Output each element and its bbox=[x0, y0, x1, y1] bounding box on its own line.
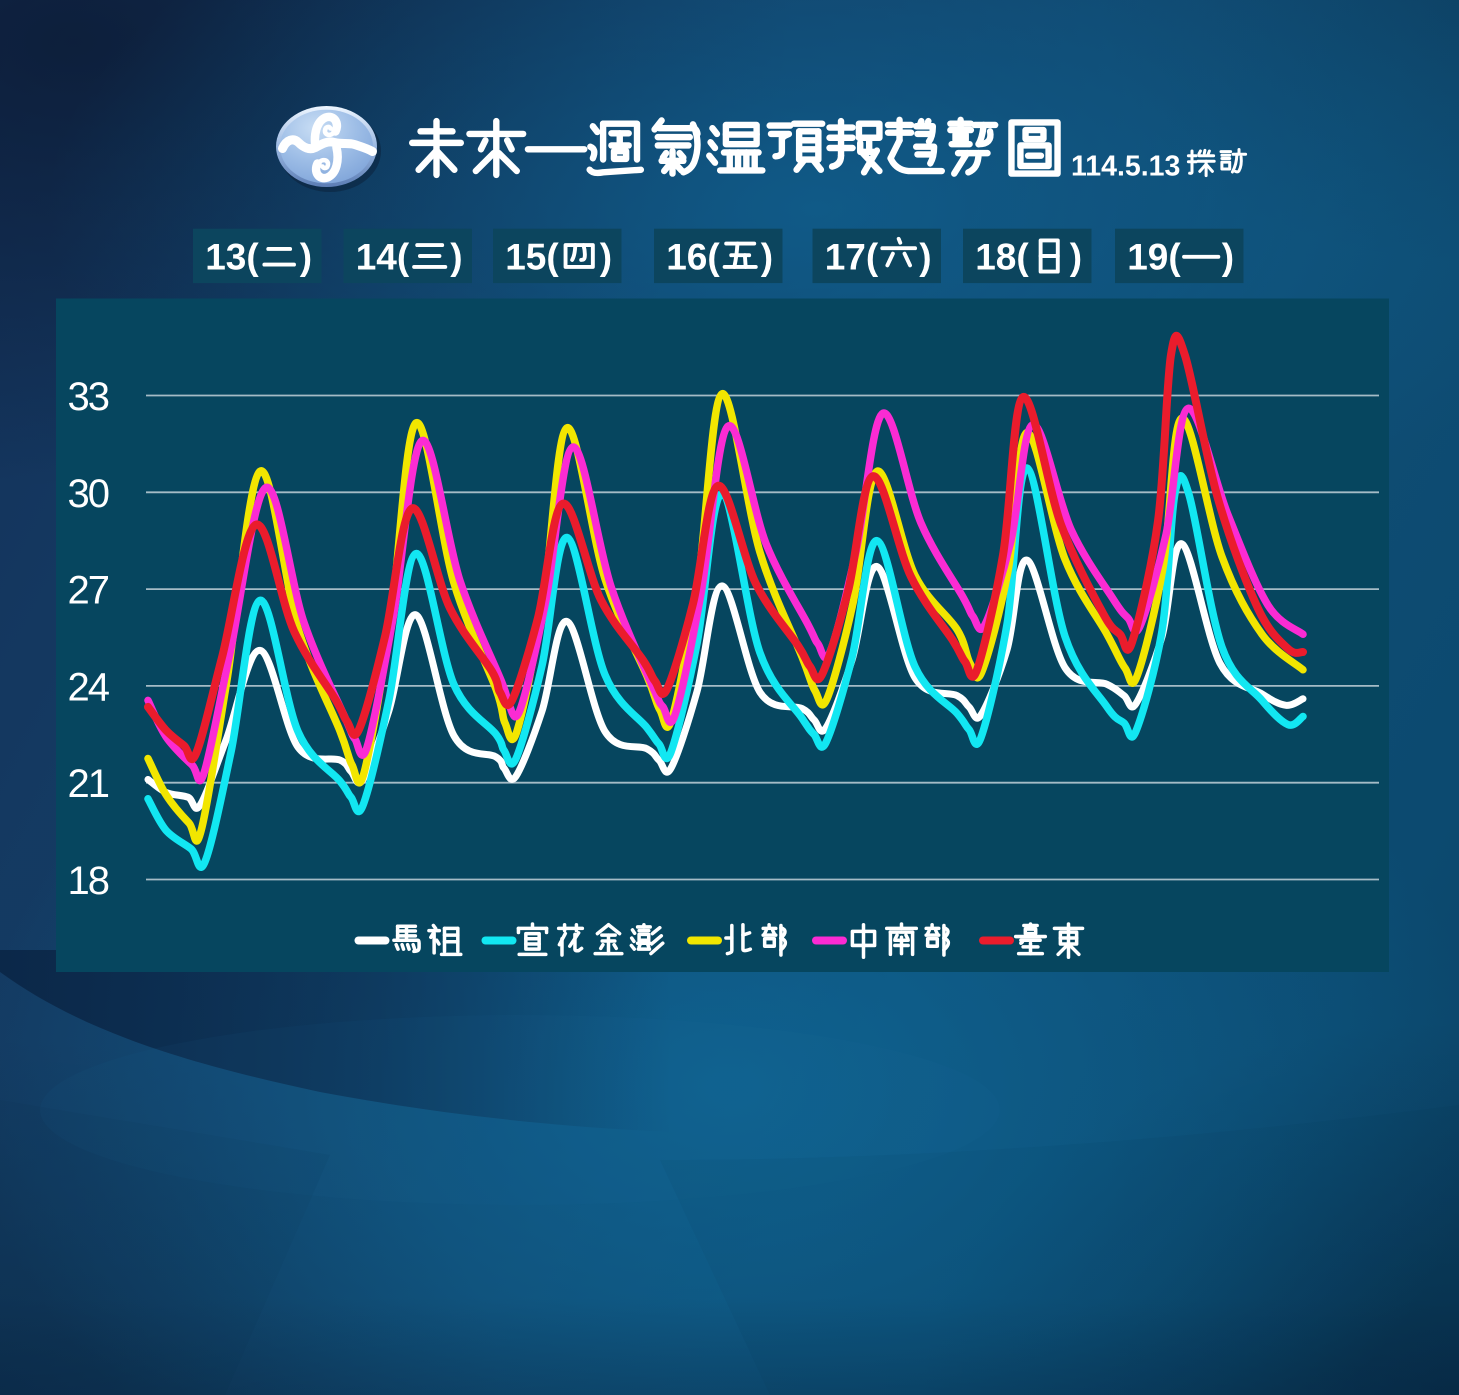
svg-text:114.5.13: 114.5.13 bbox=[1071, 151, 1180, 183]
svg-text:): ) bbox=[1222, 237, 1234, 278]
svg-text:): ) bbox=[600, 237, 612, 278]
svg-text:27: 27 bbox=[68, 569, 109, 613]
svg-text:18(: 18( bbox=[975, 237, 1029, 278]
svg-text:13(: 13( bbox=[205, 237, 259, 278]
svg-text:): ) bbox=[450, 237, 462, 278]
svg-text:24: 24 bbox=[68, 665, 110, 709]
svg-text:14(: 14( bbox=[356, 237, 410, 278]
svg-text:18: 18 bbox=[68, 859, 109, 903]
svg-text:15(: 15( bbox=[505, 237, 559, 278]
svg-text:17(: 17( bbox=[825, 237, 879, 278]
svg-text:): ) bbox=[919, 237, 931, 278]
svg-text:33: 33 bbox=[68, 375, 109, 419]
svg-text:): ) bbox=[1070, 237, 1082, 278]
svg-text:30: 30 bbox=[68, 472, 109, 516]
svg-text:19(: 19( bbox=[1127, 237, 1181, 278]
svg-text:21: 21 bbox=[68, 762, 109, 806]
svg-text:16(: 16( bbox=[666, 237, 720, 278]
svg-text:): ) bbox=[761, 237, 773, 278]
svg-text:): ) bbox=[300, 237, 312, 278]
